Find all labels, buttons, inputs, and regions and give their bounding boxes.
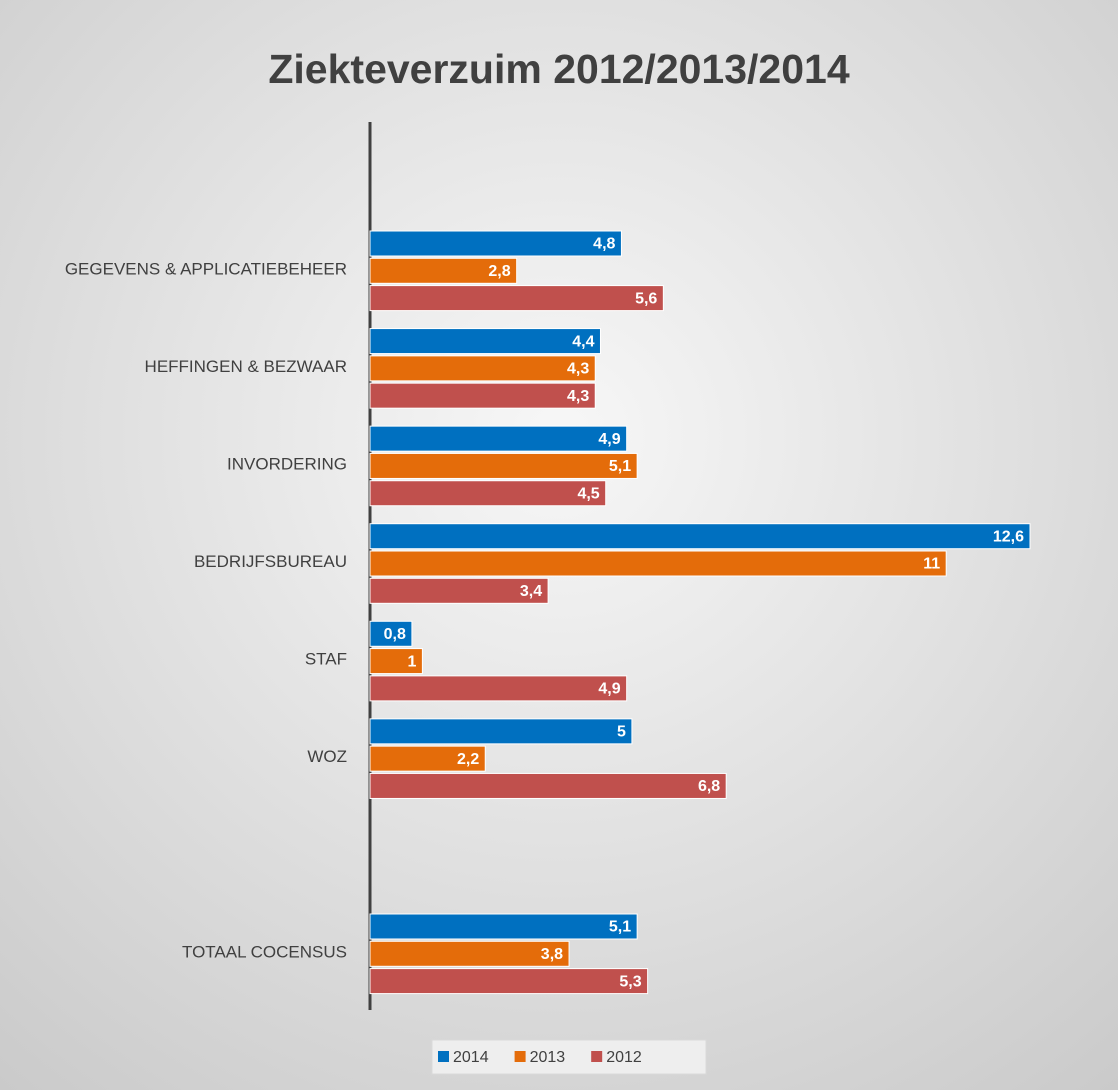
legend-swatch xyxy=(591,1051,603,1062)
value-label: 3,4 xyxy=(520,583,542,600)
value-label: 5,1 xyxy=(609,458,631,475)
value-label: 4,5 xyxy=(577,485,599,502)
bar xyxy=(369,675,628,702)
value-label: 0,8 xyxy=(384,626,406,643)
category-label: GEGEVENS & APPLICATIEBEHEER xyxy=(65,259,347,278)
legend-swatch xyxy=(438,1051,449,1062)
value-label: 4,9 xyxy=(598,431,620,448)
value-label: 5,6 xyxy=(635,290,657,307)
value-label: 1 xyxy=(407,653,416,670)
bar xyxy=(369,285,664,312)
bar xyxy=(369,382,596,409)
category-label: BEDRIJFSBUREAU xyxy=(194,552,347,571)
category-label: INVORDERING xyxy=(227,454,347,473)
bar xyxy=(369,620,413,647)
bar xyxy=(369,480,607,507)
value-label: 5,1 xyxy=(609,919,631,936)
bar xyxy=(369,940,570,967)
bar xyxy=(369,452,638,479)
value-label: 4,4 xyxy=(572,333,594,350)
legend-label: 2014 xyxy=(453,1049,489,1066)
bar xyxy=(369,550,947,577)
value-label: 3,8 xyxy=(541,946,563,963)
category-label: STAF xyxy=(305,650,347,669)
chart-title: Ziekteverzuim 2012/2013/2014 xyxy=(268,46,849,92)
bar xyxy=(369,772,727,799)
value-label: 2,8 xyxy=(488,263,510,280)
category-label: TOTAAL COCENSUS xyxy=(182,942,347,961)
category-label: WOZ xyxy=(307,747,347,766)
legend-label: 2012 xyxy=(606,1049,642,1066)
legend-swatch xyxy=(514,1051,526,1062)
bar xyxy=(369,425,628,452)
value-label: 2,2 xyxy=(457,751,479,768)
legend-box xyxy=(431,1039,707,1075)
legend-label: 2013 xyxy=(530,1049,566,1066)
bar xyxy=(369,913,638,940)
bar xyxy=(369,523,1031,550)
category-label: HEFFINGEN & BEZWAAR xyxy=(145,357,347,376)
bar xyxy=(369,328,601,355)
bar xyxy=(369,718,633,745)
value-label: 4,3 xyxy=(567,388,589,405)
value-label: 5 xyxy=(617,724,626,741)
bar xyxy=(369,648,423,675)
bar xyxy=(369,968,649,995)
bar xyxy=(369,355,596,382)
value-label: 6,8 xyxy=(698,778,720,795)
bar xyxy=(369,577,549,604)
value-label: 11 xyxy=(923,556,940,573)
value-label: 4,9 xyxy=(598,681,620,698)
value-label: 5,3 xyxy=(619,973,641,990)
bar xyxy=(369,257,518,284)
bar xyxy=(369,230,622,257)
value-label: 4,3 xyxy=(567,361,589,378)
bar xyxy=(369,745,486,772)
value-label: 12,6 xyxy=(993,528,1024,545)
value-label: 4,8 xyxy=(593,236,615,253)
